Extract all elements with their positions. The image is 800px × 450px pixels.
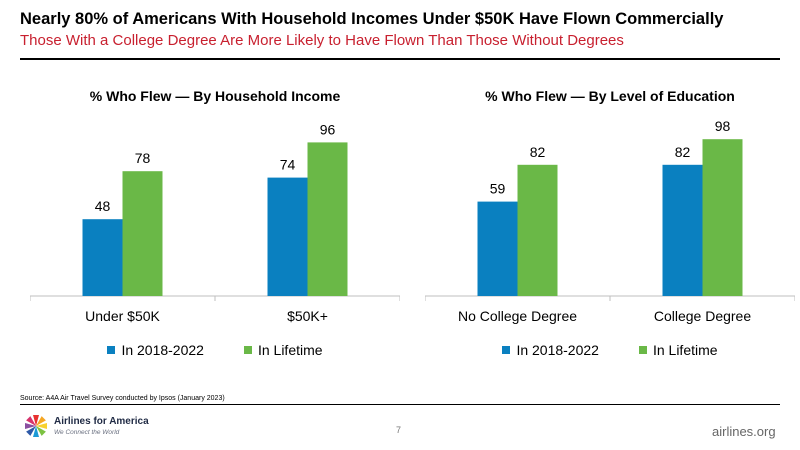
x-tick-label: College Degree [654,308,751,324]
legend-swatch-series-2 [638,346,647,354]
website-link[interactable]: airlines.org [712,424,776,439]
bar-series-1 [662,164,703,296]
data-label: 59 [490,181,506,197]
logo-tagline: We Connect the World [54,429,120,436]
header-divider [20,58,780,60]
data-label: 98 [715,118,731,134]
x-tick-label: Under $50K [85,308,160,324]
slide-title: Nearly 80% of Americans With Household I… [20,10,724,28]
slide-subtitle: Those With a College Degree Are More Lik… [20,32,624,49]
data-label: 48 [95,198,111,214]
data-label: 74 [280,157,296,173]
bar-series-2 [307,142,348,296]
logo-name: Airlines for America [54,416,149,427]
legend-item-series-2: In Lifetime [638,342,718,358]
income-chart-plot: 48 78 Under $50K 74 96 $50K+ [30,121,400,324]
legend-label: In 2018-2022 [516,342,599,358]
legend-label: In 2018-2022 [121,342,204,358]
education-chart: % Who Flew — By Level of Education 59 82 N… [425,80,795,380]
bar-series-2 [517,164,558,296]
bar-series-1 [477,201,518,296]
chart-legend: In 2018-2022 In Lifetime [425,342,795,358]
legend-label: In Lifetime [652,342,718,358]
bar-series-2 [122,171,163,296]
chart-title: % Who Flew — By Level of Education [485,88,735,104]
education-chart-plot: 59 82 No College Degree 82 98 College Degree [425,118,795,324]
bar-series-2 [702,139,743,296]
page-number: 7 [396,425,402,435]
legend-item-series-1: In 2018-2022 [107,342,204,358]
legend-swatch-series-1 [502,346,511,354]
source-note: Source: A4A Air Travel Survey conducted … [20,395,225,402]
footer-divider [20,404,780,405]
legend-label: In Lifetime [257,342,323,358]
data-label: 96 [320,121,336,137]
x-tick-label: $50K+ [287,308,328,324]
legend-item-series-1: In 2018-2022 [502,342,599,358]
legend-item-series-2: In Lifetime [243,342,323,358]
chart-legend: In 2018-2022 In Lifetime [30,342,400,358]
legend-swatch-series-2 [243,346,252,354]
chart-title: % Who Flew — By Household Income [89,88,341,104]
data-label: 78 [135,150,151,166]
x-tick-label: No College Degree [458,308,577,324]
pinwheel-logo-icon [25,415,47,437]
income-chart: % Who Flew — By Household Income 48 78 Und… [30,80,400,380]
data-label: 82 [675,144,691,160]
bar-series-1 [82,219,123,296]
airlines-for-america-logo: Airlines for America We Connect the Worl… [22,412,152,442]
legend-swatch-series-1 [107,346,116,354]
data-label: 82 [530,144,546,160]
bar-series-1 [267,177,308,296]
